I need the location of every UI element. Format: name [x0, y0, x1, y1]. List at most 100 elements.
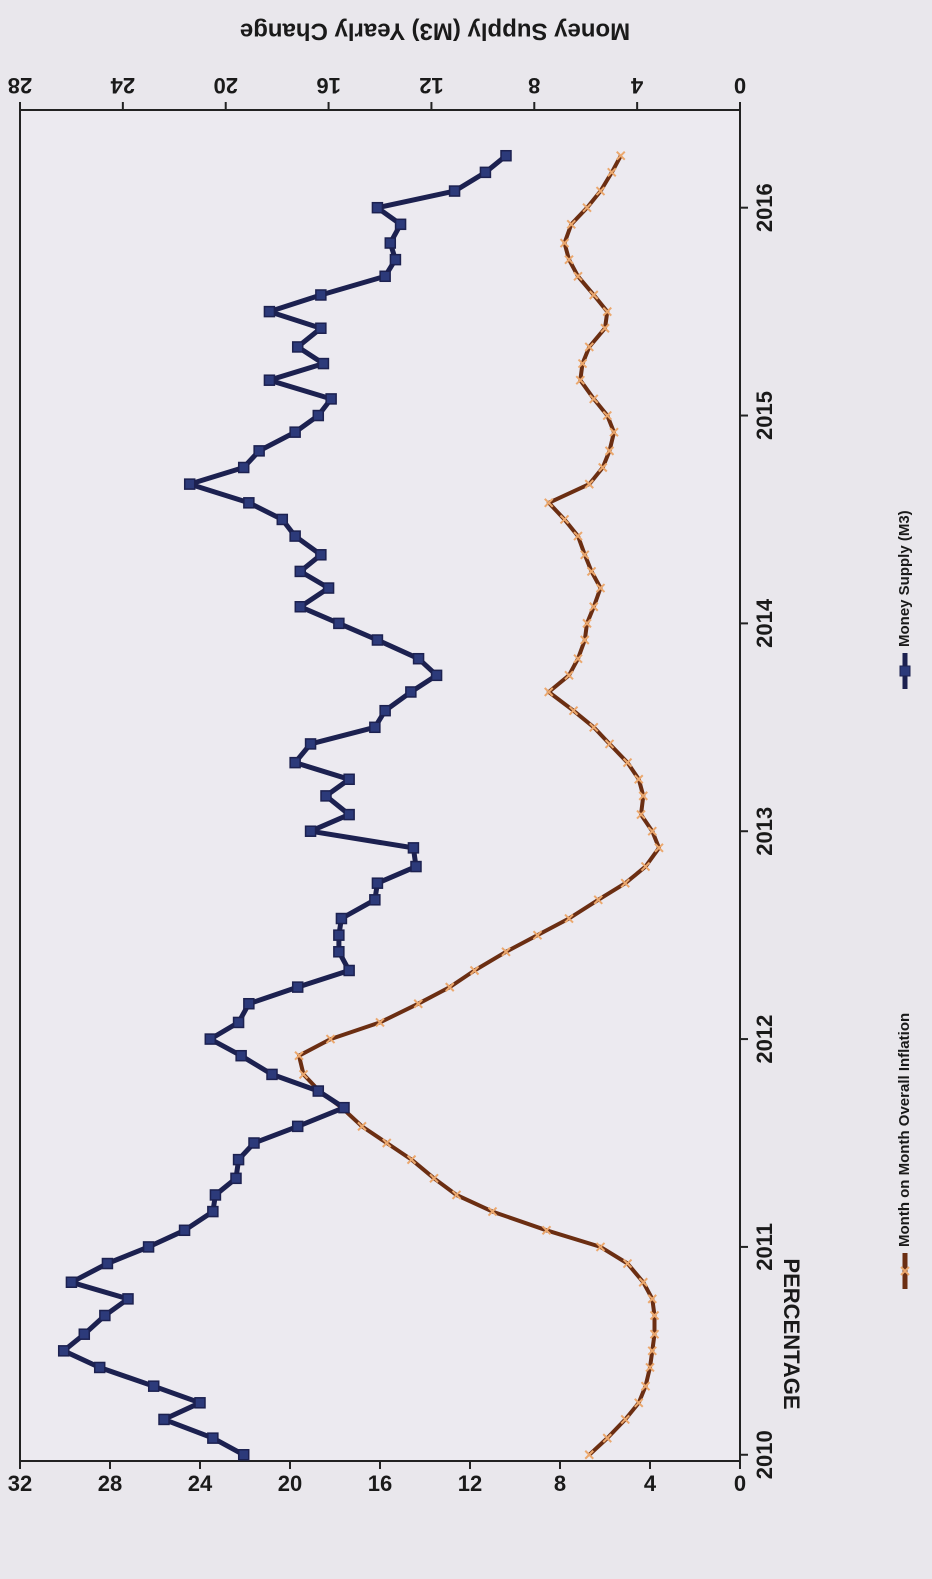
y-tick-label: 32 [8, 1471, 32, 1496]
marker [568, 705, 579, 716]
marker [607, 167, 617, 178]
marker [559, 238, 570, 248]
y-axis-title: PERCENTAGE [779, 1258, 804, 1409]
marker [389, 253, 402, 266]
marker [294, 601, 307, 613]
marker [582, 202, 592, 213]
marker [248, 1137, 260, 1149]
marker [371, 877, 384, 889]
marker [638, 1277, 648, 1287]
marker [235, 1049, 247, 1062]
marker [304, 738, 317, 750]
marker [343, 964, 355, 977]
marker [266, 1068, 278, 1081]
y-tick-label: 4 [644, 1471, 657, 1496]
y2-tick-label: 12 [419, 73, 443, 98]
marker [645, 1362, 655, 1373]
marker [93, 1361, 106, 1374]
marker [532, 930, 543, 940]
marker [634, 774, 644, 784]
x-tick-label: 2010 [752, 1430, 777, 1479]
marker [564, 913, 574, 924]
marker [194, 1397, 206, 1409]
marker [382, 1138, 392, 1148]
marker [232, 1016, 245, 1029]
marker [99, 1309, 111, 1322]
y-tick-label: 24 [188, 1471, 213, 1496]
marker [101, 1257, 114, 1270]
marker [276, 513, 289, 526]
marker [584, 1450, 594, 1460]
marker [263, 305, 276, 318]
marker [573, 271, 583, 281]
marker [320, 790, 332, 802]
marker [343, 773, 355, 786]
marker [322, 582, 335, 594]
marker [379, 270, 391, 283]
y-tick-label: 8 [554, 1471, 566, 1496]
marker [291, 981, 304, 993]
legend-marker [900, 1266, 910, 1276]
y2-tick-label: 16 [316, 73, 340, 98]
marker [589, 394, 599, 404]
marker [394, 218, 407, 231]
marker [325, 1034, 336, 1044]
marker [57, 1345, 70, 1357]
marker [500, 149, 512, 162]
marker [230, 1172, 242, 1185]
y-tick-label: 20 [278, 1471, 302, 1496]
legend-label: Month on Month Overall Inflation [896, 1013, 913, 1247]
marker [369, 894, 381, 906]
marker [582, 618, 592, 629]
x-tick-label: 2016 [752, 183, 777, 232]
marker [647, 826, 657, 836]
marker [647, 1346, 657, 1356]
marker [451, 1190, 462, 1200]
marker [207, 1205, 219, 1218]
marker [580, 635, 590, 645]
marker [369, 721, 381, 734]
marker [640, 861, 651, 872]
marker [315, 289, 327, 301]
y-tick-label: 0 [734, 1471, 746, 1496]
marker [636, 809, 646, 820]
marker [566, 219, 576, 230]
marker [338, 1101, 350, 1114]
x-tick-label: 2015 [752, 391, 777, 440]
marker [479, 166, 492, 179]
marker [291, 341, 304, 353]
marker [501, 947, 511, 957]
marker [589, 290, 599, 300]
marker [595, 583, 606, 593]
marker [178, 1224, 191, 1237]
marker [294, 1050, 304, 1061]
marker [209, 1189, 222, 1201]
marker [604, 739, 615, 749]
marker [602, 1433, 612, 1443]
y2-tick-label: 28 [8, 73, 32, 98]
marker [158, 1413, 170, 1426]
marker [333, 617, 345, 630]
marker [620, 1414, 630, 1425]
legend-marker [899, 665, 911, 677]
marker [407, 842, 420, 854]
marker [410, 860, 422, 873]
marker [584, 342, 594, 352]
marker [357, 1121, 367, 1132]
marker [147, 1380, 160, 1392]
marker [237, 1449, 250, 1461]
marker [343, 808, 355, 821]
marker [298, 1069, 309, 1080]
marker [65, 1276, 78, 1289]
x-tick-label: 2014 [752, 598, 777, 648]
marker [622, 757, 633, 768]
marker [371, 634, 384, 646]
marker [616, 151, 626, 161]
marker [333, 946, 345, 958]
marker [600, 323, 610, 333]
marker [375, 1017, 385, 1028]
marker [573, 531, 583, 541]
marker [312, 409, 325, 422]
